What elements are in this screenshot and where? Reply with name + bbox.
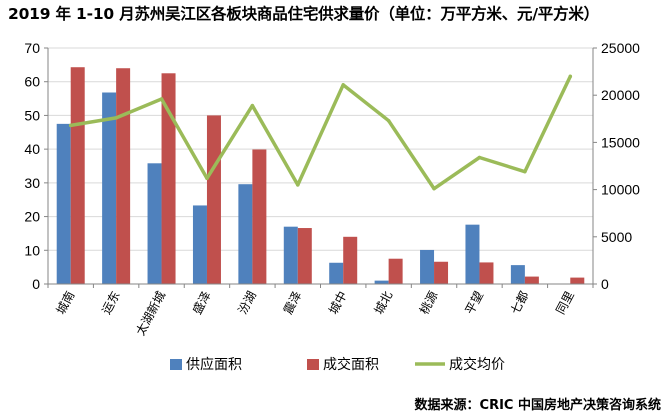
price-point-6 (341, 83, 345, 87)
category-label-1: 运东 (99, 289, 123, 317)
right-tick-label: 10000 (601, 182, 640, 198)
gridlines (48, 47, 593, 251)
deal-bar-1 (116, 68, 131, 284)
supply-bar-3 (192, 205, 207, 284)
price-point-1 (114, 116, 118, 120)
supply-bar-9 (465, 224, 480, 284)
price-point-8 (432, 186, 436, 191)
category-label-2: 太湖新城 (132, 288, 168, 337)
deal-bar-4 (252, 149, 267, 284)
supply-bar-8 (420, 249, 435, 284)
left-tick-label: 30 (24, 175, 40, 191)
left-tick-label: 40 (24, 141, 40, 157)
price-line (68, 74, 573, 191)
price-point-5 (296, 183, 300, 187)
deal-bar-0 (70, 67, 85, 285)
price-point-4 (250, 103, 255, 108)
supply-bar-4 (238, 184, 253, 284)
price-point-11 (568, 74, 573, 79)
left-tick-label: 60 (24, 74, 40, 90)
price-point-0 (68, 123, 73, 128)
deal-bar-7 (388, 258, 403, 284)
price-point-2 (159, 97, 164, 101)
legend-label-0: 供应面积 (186, 356, 242, 373)
category-label-5: 震泽 (281, 289, 305, 317)
right-tick-label: 5000 (601, 229, 632, 245)
supply-bar-5 (283, 226, 298, 284)
deal-bar-3 (206, 115, 221, 284)
left-tick-label: 50 (24, 107, 40, 123)
price-point-7 (386, 118, 391, 123)
deal-bar-11 (570, 277, 585, 284)
legend-swatch-1 (307, 359, 319, 370)
deal-bar-6 (343, 236, 358, 284)
category-label-11: 同里 (553, 289, 577, 317)
price-line-series (68, 74, 573, 191)
left-tick-label: 20 (24, 209, 40, 225)
category-label-8: 桃源 (416, 288, 441, 316)
category-label-10: 七都 (508, 289, 532, 317)
category-label-7: 城北 (372, 289, 396, 317)
price-point-3 (205, 176, 209, 181)
right-tick-label: 20000 (601, 87, 640, 103)
data-source: 数据来源：CRIC 中国房地产决策咨询系统 (414, 398, 661, 413)
category-label-6: 城中 (325, 288, 350, 316)
left-tick-label: 0 (32, 276, 40, 292)
right-tick-label: 0 (601, 276, 609, 292)
category-label-0: 城南 (53, 288, 78, 316)
legend-swatch-0 (170, 359, 182, 370)
left-tick-label: 10 (24, 242, 40, 258)
supply-bar-1 (102, 92, 117, 284)
category-label-3: 盛泽 (189, 288, 214, 316)
deal-bar-10 (524, 276, 539, 284)
supply-bar-7 (374, 280, 389, 284)
right-tick-label: 15000 (601, 134, 640, 150)
supply-bar-6 (329, 262, 344, 284)
deal-bar-8 (434, 261, 449, 284)
deal-bar-5 (297, 228, 312, 284)
price-point-9 (477, 155, 482, 160)
supply-bar-10 (510, 265, 525, 284)
deal-bar-2 (161, 73, 176, 285)
legend-label-1: 成交面积 (323, 356, 379, 373)
legend: 供应面积 成交面积 成交均价 (170, 356, 505, 373)
supply-bar-0 (56, 123, 71, 284)
left-tick-label: 70 (24, 40, 40, 56)
price-point-10 (523, 169, 527, 174)
legend-label-2: 成交均价 (449, 356, 505, 373)
bars (56, 67, 585, 285)
category-label-9: 平望 (462, 289, 486, 317)
category-label-4: 汾湖 (235, 288, 260, 316)
chart-title: 2019 年 1-10 月苏州吴江区各板块商品住宅供求量价（单位：万平方米、元/… (8, 5, 599, 23)
right-tick-label: 25000 (601, 40, 640, 56)
supply-bar-2 (147, 163, 162, 284)
deal-bar-9 (479, 262, 494, 284)
